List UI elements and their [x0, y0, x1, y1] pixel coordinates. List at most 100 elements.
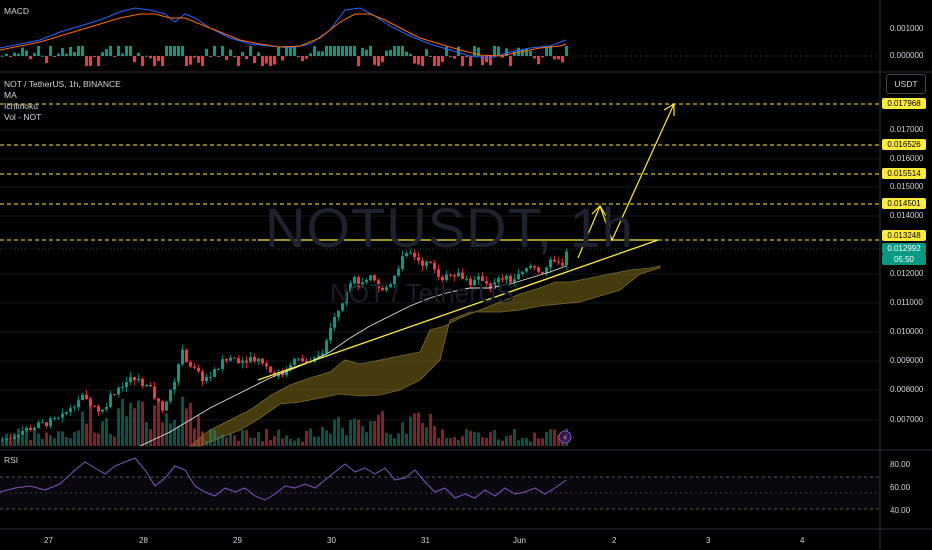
candle-body — [145, 384, 148, 387]
macd-histogram-bar — [281, 56, 284, 61]
candle-body — [165, 401, 168, 411]
candle-body — [561, 262, 564, 266]
candle-body — [133, 377, 136, 381]
candle-body — [149, 384, 152, 387]
volume-bar — [541, 438, 544, 446]
volume-bar — [289, 438, 292, 446]
macd-histogram-bar — [433, 56, 436, 66]
volume-bar — [93, 432, 96, 446]
macd-histogram-bar — [113, 56, 116, 57]
macd-histogram-bar — [177, 46, 180, 56]
volume-bar — [205, 440, 208, 446]
flash-icon[interactable] — [558, 430, 572, 444]
triangle-pattern[interactable] — [257, 239, 659, 381]
macd-histogram-bar — [289, 46, 292, 56]
candle-body — [129, 377, 132, 383]
macd-histogram-bar — [493, 46, 496, 56]
volume-bar — [165, 413, 168, 446]
candle-body — [157, 398, 160, 402]
indicator-ichimoku[interactable]: Ichimoku — [4, 101, 39, 111]
volume-bar — [365, 432, 368, 446]
indicator-ma[interactable]: MA — [4, 90, 17, 100]
macd-histogram-bar — [89, 56, 92, 66]
volume-bar — [133, 408, 136, 446]
macd-histogram-bar — [105, 49, 108, 56]
volume-bar — [357, 419, 360, 446]
macd-histogram-bar — [545, 46, 548, 56]
candle-body — [557, 261, 560, 263]
candle-body — [373, 275, 376, 281]
candle-body — [257, 358, 260, 362]
macd-histogram-bar — [489, 56, 492, 66]
time-axis-label: 3 — [706, 536, 711, 545]
time-axis-label: 31 — [421, 536, 430, 545]
candle-body — [393, 275, 396, 284]
indicator-volume[interactable]: Vol - NOT — [4, 112, 42, 122]
volume-bar — [85, 423, 88, 446]
macd-histogram-bar — [33, 52, 36, 56]
currency-button[interactable]: USDT — [886, 74, 926, 94]
volume-bar — [149, 429, 152, 446]
candle-body — [457, 272, 460, 277]
volume-bar — [45, 432, 48, 446]
candle-body — [421, 260, 424, 266]
macd-histogram-bar — [453, 56, 456, 59]
candle-body — [181, 349, 184, 365]
macd-histogram-bar — [297, 56, 300, 58]
countdown-tag: 05:50 — [882, 254, 926, 265]
candle-body — [485, 281, 488, 284]
volume-bar — [9, 440, 12, 446]
candle-body — [365, 280, 368, 283]
candle-body — [509, 275, 512, 283]
candle-body — [385, 287, 388, 291]
candle-body — [377, 280, 380, 288]
volume-bar — [549, 429, 552, 446]
candle-body — [297, 358, 300, 360]
volume-bar — [441, 429, 444, 446]
candle-body — [449, 274, 452, 276]
volume-bar — [293, 440, 296, 446]
macd-title[interactable]: MACD — [4, 6, 30, 16]
main-title[interactable]: NOT / TetherUS, 1h, BINANCE — [4, 79, 121, 89]
macd-histogram-bar — [157, 56, 160, 62]
candle-body — [533, 266, 536, 268]
macd-histogram-bar — [441, 56, 444, 62]
macd-histogram-bar — [265, 56, 268, 64]
volume-bar — [341, 427, 344, 446]
volume-bar — [537, 438, 540, 446]
macd-histogram-bar — [245, 56, 248, 60]
macd-histogram-bar — [165, 46, 168, 56]
rsi-pane — [0, 457, 880, 510]
volume-bar — [53, 438, 56, 446]
macd-histogram-bar — [485, 56, 488, 63]
candle-body — [541, 271, 544, 274]
candle-body — [205, 376, 208, 382]
macd-histogram-bar — [525, 48, 528, 56]
macd-histogram-bar — [121, 53, 124, 56]
volume-bar — [517, 440, 520, 446]
projection-path[interactable] — [577, 103, 675, 259]
volume-bar — [333, 419, 336, 446]
macd-histogram-bar — [353, 46, 356, 56]
candle-body — [185, 349, 188, 362]
macd-histogram-bar — [73, 52, 76, 56]
candle-body — [29, 427, 32, 430]
volume-bar — [225, 437, 228, 446]
macd-histogram-bar — [537, 56, 540, 65]
macd-histogram-bar — [325, 46, 328, 56]
macd-histogram-bar — [401, 46, 404, 56]
macd-histogram-bar — [205, 48, 208, 56]
macd-histogram-bar — [365, 49, 368, 56]
candle-body — [77, 400, 80, 408]
rsi-title[interactable]: RSI — [4, 455, 19, 465]
candles — [1, 248, 568, 445]
volume-bar — [277, 429, 280, 446]
volume-bar — [169, 423, 172, 446]
macd-histogram-bar — [101, 52, 104, 56]
candle-body — [389, 283, 392, 288]
volume-bar — [37, 433, 40, 446]
macd-histogram-bar — [461, 56, 464, 66]
candle-body — [513, 279, 516, 283]
macd-histogram-bar — [77, 46, 80, 56]
